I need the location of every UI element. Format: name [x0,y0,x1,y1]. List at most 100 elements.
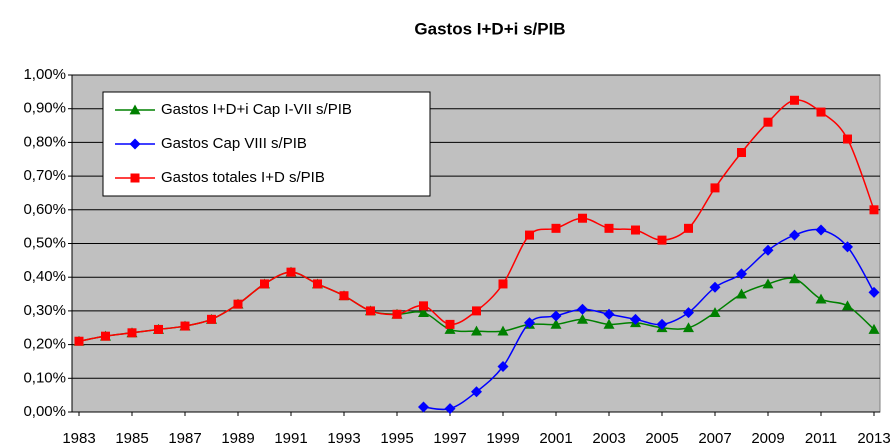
marker [578,213,587,223]
x-tick-label: 2005 [645,430,678,447]
marker [631,225,640,235]
marker [868,323,880,334]
x-tick-label: 2009 [751,430,784,447]
y-tick-label: 1,00% [23,66,66,83]
x-tick-label: 2013 [857,430,890,447]
marker [418,307,429,317]
x-tick-label: 2011 [805,430,837,447]
x-tick-label: 1995 [380,430,413,447]
y-tick-label: 0,10% [23,369,66,386]
marker [497,325,509,336]
marker [604,223,614,233]
marker [154,324,163,334]
marker [207,314,216,324]
legend-label: Gastos Cap VIII s/PIB [161,135,307,152]
x-tick-label: 1983 [62,430,95,447]
marker [709,307,721,317]
marker [868,286,880,298]
marker [842,241,853,253]
marker [444,403,456,415]
marker [603,318,615,329]
marker [419,301,428,311]
marker [471,325,482,336]
marker [842,300,853,311]
marker [710,183,720,193]
x-tick-label: 1991 [274,430,307,447]
x-tick-label: 2001 [539,430,572,447]
x-tick-label: 1989 [221,430,254,447]
marker [524,317,535,329]
marker [843,134,852,144]
marker [551,223,561,233]
marker [130,173,140,183]
y-tick-label: 0,20% [23,336,66,353]
marker [603,308,615,320]
marker [816,107,826,117]
marker [763,117,773,127]
marker [101,331,110,341]
marker [683,307,694,319]
y-tick-label: 0,00% [23,403,66,420]
y-tick-label: 0,90% [23,100,66,117]
marker [709,281,721,293]
marker [815,224,827,236]
marker [789,229,800,241]
marker [74,336,84,346]
marker [656,318,668,330]
marker [683,322,694,333]
marker [630,313,641,325]
marker [684,223,693,233]
marker [392,309,402,319]
y-tick-label: 0,60% [23,201,66,218]
marker [497,361,509,373]
marker [444,323,456,334]
legend: Gastos I+D+i Cap I-VII s/PIB Gastos Cap V… [102,91,431,197]
marker [129,138,141,150]
legend-label: Gastos totales I+D s/PIB [161,169,325,186]
marker [366,306,375,316]
marker [260,279,269,289]
x-tick-label: 1993 [327,430,360,447]
x-tick-label: 1997 [433,430,466,447]
y-tick-label: 0,80% [23,133,66,150]
marker [869,205,879,215]
marker [737,148,746,158]
marker [339,291,349,301]
x-tick-label: 1999 [486,430,519,447]
marker [445,319,455,329]
marker [498,279,508,289]
marker [313,279,322,289]
x-tick-label: 1987 [168,430,201,447]
marker [233,299,243,309]
marker [577,303,588,315]
y-tick-label: 0,70% [23,167,66,184]
x-tick-label: 1985 [115,430,148,447]
marker [657,235,667,245]
y-tick-label: 0,30% [23,302,66,319]
legend-box [102,91,431,197]
marker [815,293,827,304]
marker [129,104,141,115]
marker [736,288,747,299]
legend-label: Gastos I+D+i Cap I-VII s/PIB [161,101,352,118]
marker [418,401,429,413]
marker [127,328,137,338]
marker [525,230,534,240]
marker [762,278,774,289]
marker [789,273,800,284]
marker [472,306,481,316]
marker [790,95,799,105]
marker [577,313,588,324]
marker [286,267,296,277]
y-tick-label: 0,40% [23,268,66,285]
y-tick-label: 0,50% [23,234,66,251]
x-tick-label: 2003 [592,430,625,447]
x-tick-label: 2007 [698,430,731,447]
marker [550,310,562,322]
marker [736,268,747,280]
chart-title: Gastos I+D+i s/PIB [414,19,565,38]
marker [471,386,482,398]
marker [180,321,190,331]
marker [550,318,562,329]
